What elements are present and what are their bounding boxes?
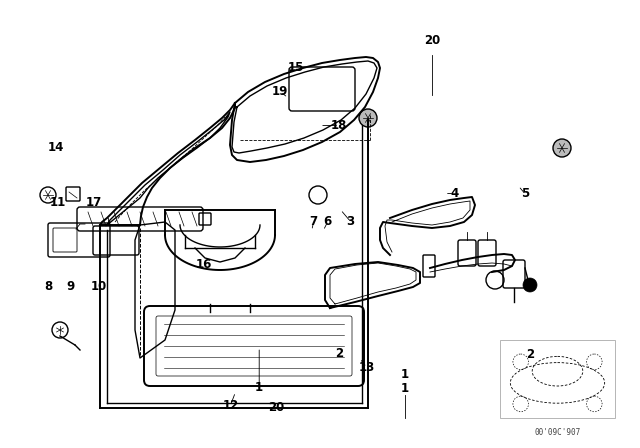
Text: 1: 1 — [401, 369, 409, 382]
Text: 14: 14 — [47, 141, 64, 155]
Text: 20: 20 — [424, 34, 440, 47]
Text: 19: 19 — [272, 85, 289, 99]
Text: 9: 9 — [67, 280, 74, 293]
Text: 3: 3 — [347, 215, 355, 228]
Text: 13: 13 — [358, 361, 375, 374]
Text: 11: 11 — [49, 196, 66, 209]
Text: 17: 17 — [86, 196, 102, 209]
Text: 2: 2 — [335, 347, 343, 361]
Circle shape — [359, 109, 377, 127]
Text: 4: 4 — [451, 187, 458, 200]
Text: 2: 2 — [526, 349, 534, 362]
Bar — [500, 340, 615, 418]
Text: 16: 16 — [195, 258, 212, 271]
Text: 15: 15 — [287, 60, 304, 74]
Text: 18: 18 — [331, 119, 348, 132]
Text: 00'09C'907: 00'09C'907 — [534, 428, 580, 437]
Text: 1: 1 — [255, 381, 263, 394]
Circle shape — [553, 139, 571, 157]
Text: 7: 7 — [310, 215, 317, 228]
Text: 5: 5 — [521, 187, 529, 200]
Text: 6: 6 — [324, 215, 332, 228]
Text: 12: 12 — [222, 399, 239, 412]
Text: 1: 1 — [401, 382, 409, 395]
Text: 8: 8 — [44, 280, 52, 293]
Text: 10: 10 — [91, 280, 108, 293]
Circle shape — [523, 278, 537, 292]
Text: 20: 20 — [268, 401, 285, 414]
